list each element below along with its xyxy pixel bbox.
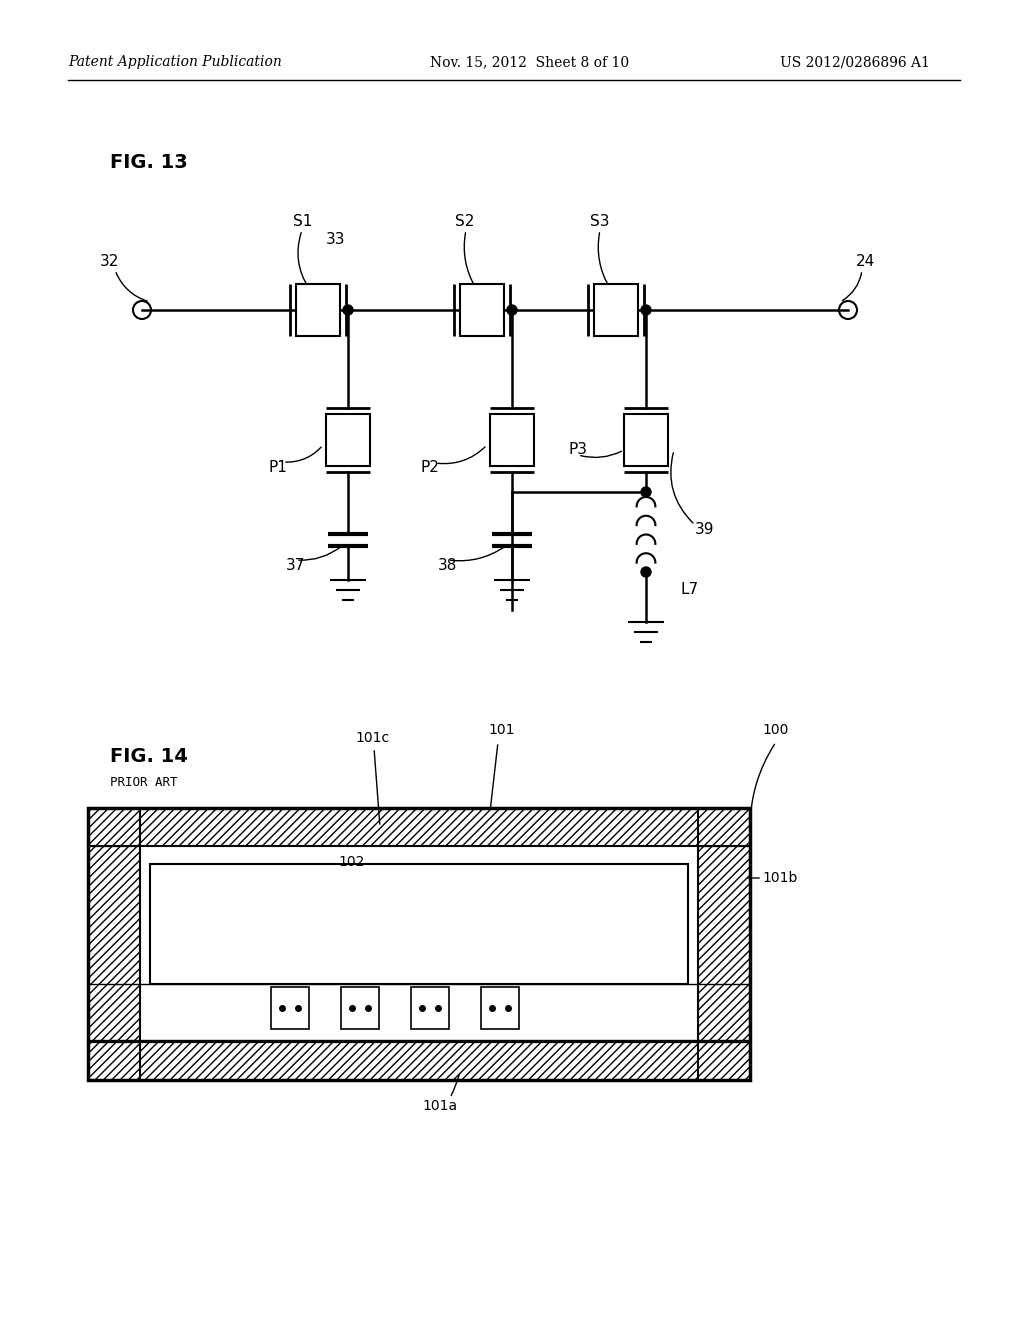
Bar [341,987,379,1030]
Bar [88,808,750,846]
Bar [326,414,370,466]
Text: Nov. 15, 2012  Sheet 8 of 10: Nov. 15, 2012 Sheet 8 of 10 [430,55,629,69]
Text: 101b: 101b [762,871,798,884]
Text: P3: P3 [568,442,587,458]
Text: 32: 32 [100,255,120,269]
Text: S2: S2 [455,214,474,230]
Bar [88,1041,750,1080]
Bar [88,846,140,1041]
Text: P2: P2 [420,461,439,475]
Text: 24: 24 [856,255,876,269]
Bar [481,987,519,1030]
Bar [698,846,750,1041]
Bar [296,284,340,337]
Text: 100: 100 [762,723,788,737]
Bar [140,846,698,1041]
Text: PRIOR ART: PRIOR ART [110,776,177,788]
Text: 37: 37 [286,557,305,573]
Bar [88,808,750,1080]
Bar [88,808,750,846]
Circle shape [641,305,651,315]
Text: 33: 33 [326,232,345,248]
Circle shape [641,487,651,498]
Text: P1: P1 [268,461,287,475]
Circle shape [343,305,353,315]
Text: FIG. 13: FIG. 13 [110,153,187,172]
Text: Patent Application Publication: Patent Application Publication [68,55,282,69]
Text: 101a: 101a [423,1100,458,1113]
Text: L7: L7 [680,582,698,598]
Text: S1: S1 [293,214,312,230]
Bar [88,846,140,1041]
Text: US 2012/0286896 A1: US 2012/0286896 A1 [780,55,930,69]
Bar [150,865,688,983]
Bar [411,987,449,1030]
Text: 39: 39 [695,523,715,537]
Text: 101: 101 [488,723,514,737]
Bar [490,414,534,466]
Bar [88,1041,750,1080]
Bar [460,284,504,337]
Circle shape [641,568,651,577]
Text: FIG. 14: FIG. 14 [110,747,187,766]
Text: 101c: 101c [355,731,389,744]
Text: 102: 102 [338,855,365,869]
Bar [594,284,638,337]
Bar [624,414,668,466]
Text: S3: S3 [590,214,609,230]
Text: 38: 38 [438,557,458,573]
Bar [698,846,750,1041]
Bar [271,987,309,1030]
Circle shape [507,305,517,315]
